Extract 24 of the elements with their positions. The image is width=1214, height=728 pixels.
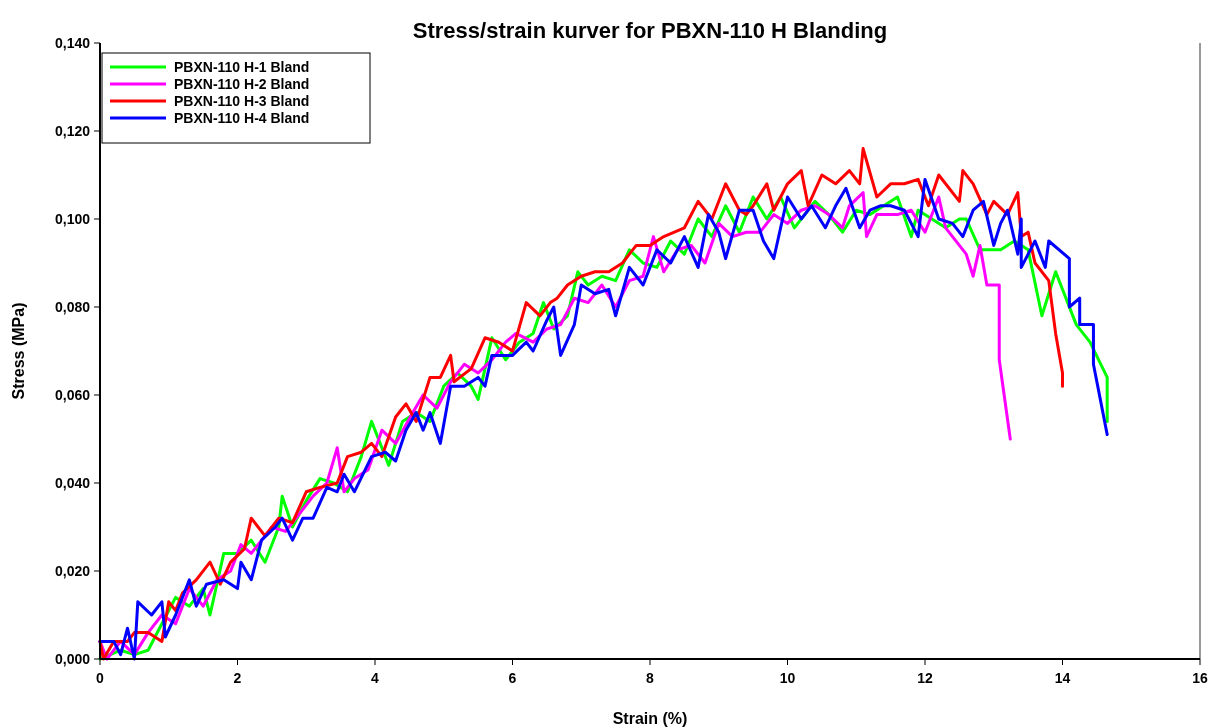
legend-label: PBXN-110 H-4 Bland [174, 110, 310, 126]
x-tick-label: 2 [233, 670, 242, 686]
x-tick-label: 6 [508, 670, 517, 686]
x-tick-label: 8 [646, 670, 655, 686]
y-tick-label: 0,040 [54, 475, 91, 491]
y-tick-label: 0,120 [54, 123, 91, 139]
y-axis-title: Stress (MPa) [10, 302, 27, 400]
legend-label: PBXN-110 H-3 Bland [174, 93, 310, 109]
x-tick-label: 10 [779, 670, 796, 686]
y-tick-label: 0,080 [54, 299, 91, 315]
legend-label: PBXN-110 H-1 Bland [174, 59, 310, 75]
x-tick-label: 0 [96, 670, 105, 686]
chart-title: Stress/strain kurver for PBXN-110 H Blanding [412, 18, 888, 43]
y-tick-label: 0,100 [54, 211, 91, 227]
x-tick-label: 4 [371, 670, 380, 686]
y-tick-label: 0,060 [54, 387, 91, 403]
x-tick-label: 16 [1192, 670, 1208, 686]
x-axis-title: Strain (%) [612, 710, 688, 727]
legend-label: PBXN-110 H-2 Bland [174, 76, 310, 92]
y-tick-label: 0,000 [54, 651, 91, 667]
x-tick-label: 14 [1054, 670, 1071, 686]
y-tick-label: 0,140 [54, 35, 91, 51]
y-tick-label: 0,020 [54, 563, 91, 579]
x-tick-label: 12 [917, 670, 933, 686]
